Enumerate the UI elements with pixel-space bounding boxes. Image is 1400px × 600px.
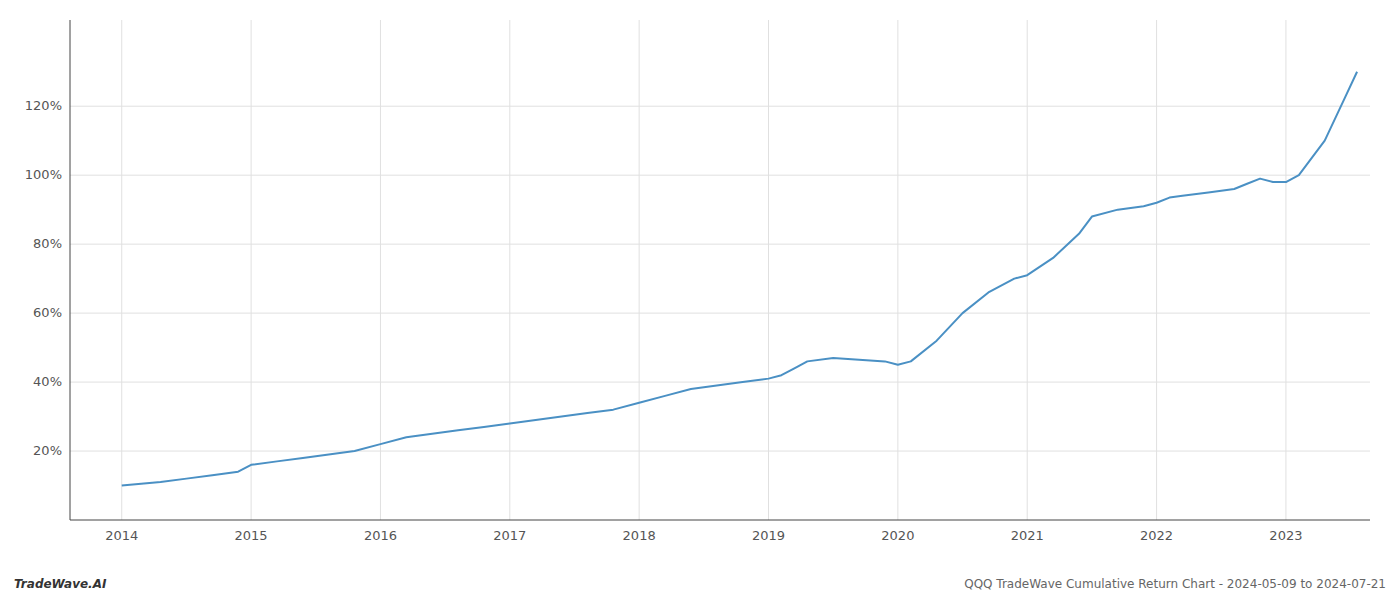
x-tick-label: 2019: [752, 528, 785, 543]
x-grid-line: [639, 20, 640, 520]
footer-right: QQQ TradeWave Cumulative Return Chart - …: [964, 577, 1386, 591]
y-axis-line: [70, 20, 71, 520]
footer-left: TradeWave.AI: [14, 577, 107, 591]
x-tick-label: 2018: [623, 528, 656, 543]
x-axis-line: [70, 520, 1370, 521]
x-grid-line: [1285, 20, 1286, 520]
data-line: [122, 72, 1357, 486]
x-grid-line: [121, 20, 122, 520]
y-grid-line: [70, 313, 1370, 314]
y-grid-line: [70, 451, 1370, 452]
chart: 20% 40% 60% 80% 100% 120% 2014 2015 2016 2017 2018…: [0, 0, 1400, 600]
x-tick-label: 2021: [1011, 528, 1044, 543]
y-tick-label: 20%: [33, 443, 62, 458]
y-grid-line: [70, 106, 1370, 107]
y-grid-line: [70, 382, 1370, 383]
x-grid-line: [768, 20, 769, 520]
y-grid-line: [70, 175, 1370, 176]
x-tick-label: 2017: [493, 528, 526, 543]
x-tick-label: 2015: [235, 528, 268, 543]
x-tick-label: 2016: [364, 528, 397, 543]
x-grid-line: [897, 20, 898, 520]
x-tick-label: 2014: [105, 528, 138, 543]
x-grid-line: [1156, 20, 1157, 520]
x-grid-line: [251, 20, 252, 520]
grid: [70, 20, 1370, 520]
plot-area: [122, 72, 1357, 486]
x-grid-line: [509, 20, 510, 520]
y-tick-label: 120%: [25, 98, 62, 113]
y-tick-label: 80%: [33, 236, 62, 251]
y-grid-line: [70, 244, 1370, 245]
y-tick-label: 40%: [33, 374, 62, 389]
y-tick-label: 100%: [25, 167, 62, 182]
y-tick-label: 60%: [33, 305, 62, 320]
x-tick-label: 2023: [1269, 528, 1302, 543]
x-tick-label: 2020: [881, 528, 914, 543]
axes: 20% 40% 60% 80% 100% 120% 2014 2015 2016 2017 2018…: [25, 20, 1370, 543]
x-tick-label: 2022: [1140, 528, 1173, 543]
x-grid-line: [1027, 20, 1028, 520]
